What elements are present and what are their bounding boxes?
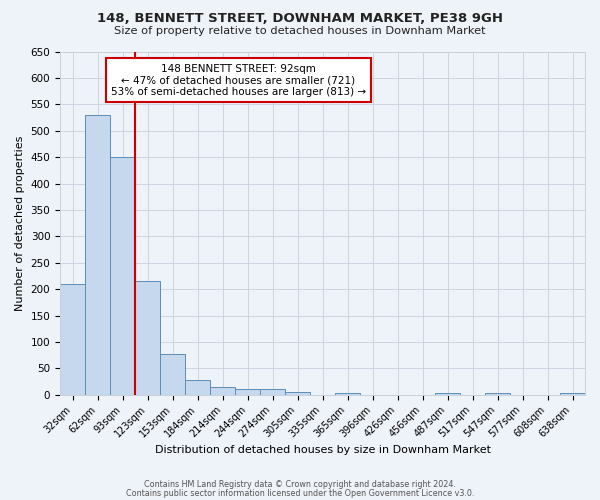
Bar	[435, 393, 460, 394]
Bar	[160, 354, 185, 395]
Text: 148, BENNETT STREET, DOWNHAM MARKET, PE38 9GH: 148, BENNETT STREET, DOWNHAM MARKET, PE3…	[97, 12, 503, 26]
Text: Size of property relative to detached houses in Downham Market: Size of property relative to detached ho…	[114, 26, 486, 36]
Bar	[85, 115, 110, 394]
Bar	[260, 390, 285, 394]
Bar	[285, 392, 310, 394]
Bar	[135, 281, 160, 394]
X-axis label: Distribution of detached houses by size in Downham Market: Distribution of detached houses by size …	[155, 445, 491, 455]
Bar	[110, 157, 135, 394]
Text: Contains HM Land Registry data © Crown copyright and database right 2024.: Contains HM Land Registry data © Crown c…	[144, 480, 456, 489]
Bar	[560, 393, 585, 394]
Bar	[210, 387, 235, 394]
Text: 148 BENNETT STREET: 92sqm
← 47% of detached houses are smaller (721)
53% of semi: 148 BENNETT STREET: 92sqm ← 47% of detac…	[111, 64, 366, 96]
Bar	[60, 284, 85, 395]
Bar	[485, 393, 510, 394]
Bar	[235, 390, 260, 394]
Text: Contains public sector information licensed under the Open Government Licence v3: Contains public sector information licen…	[126, 489, 474, 498]
Bar	[185, 380, 210, 394]
Bar	[335, 393, 360, 394]
Y-axis label: Number of detached properties: Number of detached properties	[15, 136, 25, 311]
